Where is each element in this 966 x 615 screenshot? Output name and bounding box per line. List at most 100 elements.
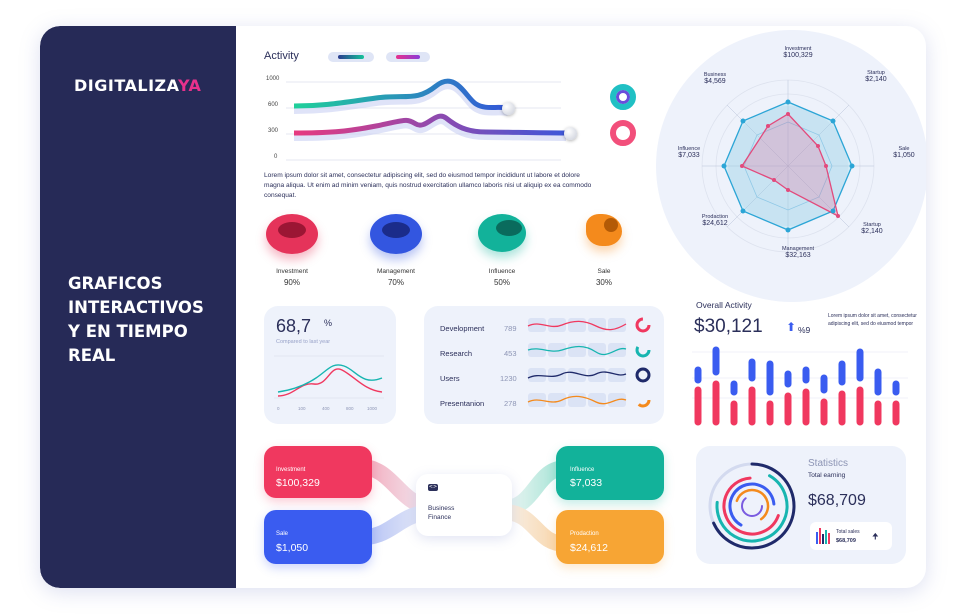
ring-influence[interactable] <box>478 214 526 252</box>
radar-label-investment: Investment $100,329 <box>768 46 828 59</box>
activity-handle-green[interactable] <box>502 102 515 115</box>
flow-investment-value: $100,329 <box>276 477 320 489</box>
ring-sale[interactable] <box>586 214 622 246</box>
metric-value: 68,7 <box>276 316 312 336</box>
list-row-label-users: Users <box>440 374 460 383</box>
flow-investment-card[interactable]: Investment $100,329 <box>264 446 372 498</box>
flow-center-card[interactable]: <> Business Finance <box>416 474 512 536</box>
y-tick-1000: 1000 <box>266 76 280 82</box>
flow-sale-card[interactable]: Sale $1,050 <box>264 510 372 564</box>
legend-toggle-pink[interactable] <box>386 52 430 62</box>
donut-toggle-pink[interactable] <box>610 120 636 146</box>
statistics-card[interactable]: Statistics Total earning $68,709 Total s… <box>696 446 906 564</box>
radar-value: $2,140 <box>865 76 887 83</box>
radar-label-startup-top: Startup $2,140 <box>856 70 896 83</box>
radar-value: $1,050 <box>893 152 915 159</box>
ring-influence-label: Influence <box>488 268 516 275</box>
flow-production-label: Prodaction <box>570 531 599 537</box>
metric-caption: Compared to last year <box>276 339 331 345</box>
metric-x-tick-1: 100 <box>298 406 306 411</box>
metric-x-tick-2: 400 <box>322 406 330 411</box>
dashboard-frame: DIGITALIZAYA GRAFICOS INTERACTIVOS Y EN … <box>40 26 926 588</box>
total-sales-value: $68,709 <box>836 538 856 544</box>
arrow-up-small-icon: 🠉 <box>872 532 879 541</box>
flow-influence-card[interactable]: Influence $7,033 <box>556 446 664 500</box>
overall-change: %9 <box>798 325 811 335</box>
y-tick-0: 0 <box>274 154 278 160</box>
radar-value: $2,140 <box>861 228 883 235</box>
brand-logo[interactable]: DIGITALIZAYA <box>74 76 201 95</box>
radar-name: Startup <box>863 222 881 228</box>
overall-title: Overall Activity <box>696 300 752 310</box>
list-row-value-users: 1230 <box>500 374 517 383</box>
donut-toggle-teal[interactable] <box>610 84 636 110</box>
ring-investment-value: 90% <box>283 278 300 287</box>
list-row-value-research: 453 <box>504 349 517 358</box>
total-sales-label: Total sales <box>836 529 860 535</box>
metric-unit: % <box>324 318 333 328</box>
ring-investment[interactable] <box>266 214 318 254</box>
radar-value: $100,329 <box>783 52 813 59</box>
brand-name: DIGITALIZA <box>74 76 178 95</box>
radar-value: $24,612 <box>702 220 728 227</box>
radar-label-influence: Influence $7,033 <box>666 146 712 159</box>
radar-name: Investment <box>784 46 812 52</box>
radar-label-production: Prodaction $24,612 <box>690 214 740 227</box>
overall-note: Lorem ipsum dolor sit amet, consectetur … <box>828 313 917 327</box>
ring-management-value: 70% <box>387 278 404 287</box>
legend-toggle-green[interactable] <box>328 52 374 62</box>
metric-x-tick-0: 0 <box>277 406 280 411</box>
radar-value: $4,569 <box>704 78 726 85</box>
flow-production-card[interactable]: Prodaction $24,612 <box>556 510 664 564</box>
flow-sale-label: Sale <box>276 531 289 537</box>
statistics-subtitle: Total earning <box>808 472 846 479</box>
overall-value: $30,121 <box>694 316 763 337</box>
code-icon: <> <box>428 484 438 491</box>
metric-x-tick-3: 800 <box>346 406 354 411</box>
ring-sale-label: Sale <box>597 268 611 275</box>
statistics-ring-chart <box>708 462 796 550</box>
statistics-title: Statistics <box>808 458 849 469</box>
list-sparklines <box>527 317 651 408</box>
main-area: Activity 1000 600 300 0 Lorem ipsum <box>236 26 926 588</box>
brand-accent: YA <box>177 76 202 95</box>
radar-name: Sale <box>898 146 910 152</box>
metric-x-tick-4: 1000 <box>367 406 378 411</box>
ring-management[interactable] <box>370 214 422 254</box>
bar-chart-icon <box>816 528 832 544</box>
flow-sale-value: $1,050 <box>276 542 309 554</box>
sidebar-headline: GRAFICOS INTERACTIVOS Y EN TIEMPO REAL <box>68 274 204 365</box>
overall-bar-chart <box>692 346 908 426</box>
flow-influence-value: $7,033 <box>570 477 603 489</box>
activity-paragraph: Lorem ipsum dolor sit amet, consectetur … <box>264 172 592 199</box>
list-row-label-development: Development <box>440 324 485 333</box>
list-row-label-research: Research <box>440 349 473 358</box>
statistics-value: $68,709 <box>808 492 866 509</box>
metric-card[interactable]: 68,7 % Compared to last year 0 100 400 8… <box>264 306 396 424</box>
radar-label-management: Management $32,163 <box>772 246 824 259</box>
radar-label-startup-bottom: Startup $2,140 <box>852 222 892 235</box>
radar-name: Prodaction <box>701 214 729 220</box>
radar-name: Business <box>703 72 727 78</box>
activity-handle-pink[interactable] <box>564 127 577 140</box>
list-row-value-development: 789 <box>504 324 517 333</box>
flow-influence-label: Influence <box>570 467 595 473</box>
radar-chart <box>701 79 875 253</box>
radar-value: $7,033 <box>678 152 700 159</box>
flow-center-label: Business Finance <box>428 505 455 521</box>
ring-influence-value: 50% <box>493 278 510 287</box>
y-tick-300: 300 <box>268 128 279 134</box>
activity-title: Activity <box>264 50 299 62</box>
radar-name: Influence <box>677 146 701 152</box>
y-tick-600: 600 <box>268 102 279 108</box>
arrow-up-icon: ⬆ <box>786 320 797 334</box>
ring-management-label: Management <box>377 268 415 275</box>
flow-investment-label: Investment <box>276 467 306 473</box>
flow-production-value: $24,612 <box>570 542 608 554</box>
list-row-label-presentation: Presentanion <box>440 399 485 408</box>
metric-mini-chart <box>274 355 384 399</box>
radar-name: Management <box>781 246 815 252</box>
total-sales-chip[interactable]: Total sales $68,709 🠉 <box>810 522 892 550</box>
activity-lines <box>286 78 566 161</box>
radar-value: $32,163 <box>785 252 811 259</box>
